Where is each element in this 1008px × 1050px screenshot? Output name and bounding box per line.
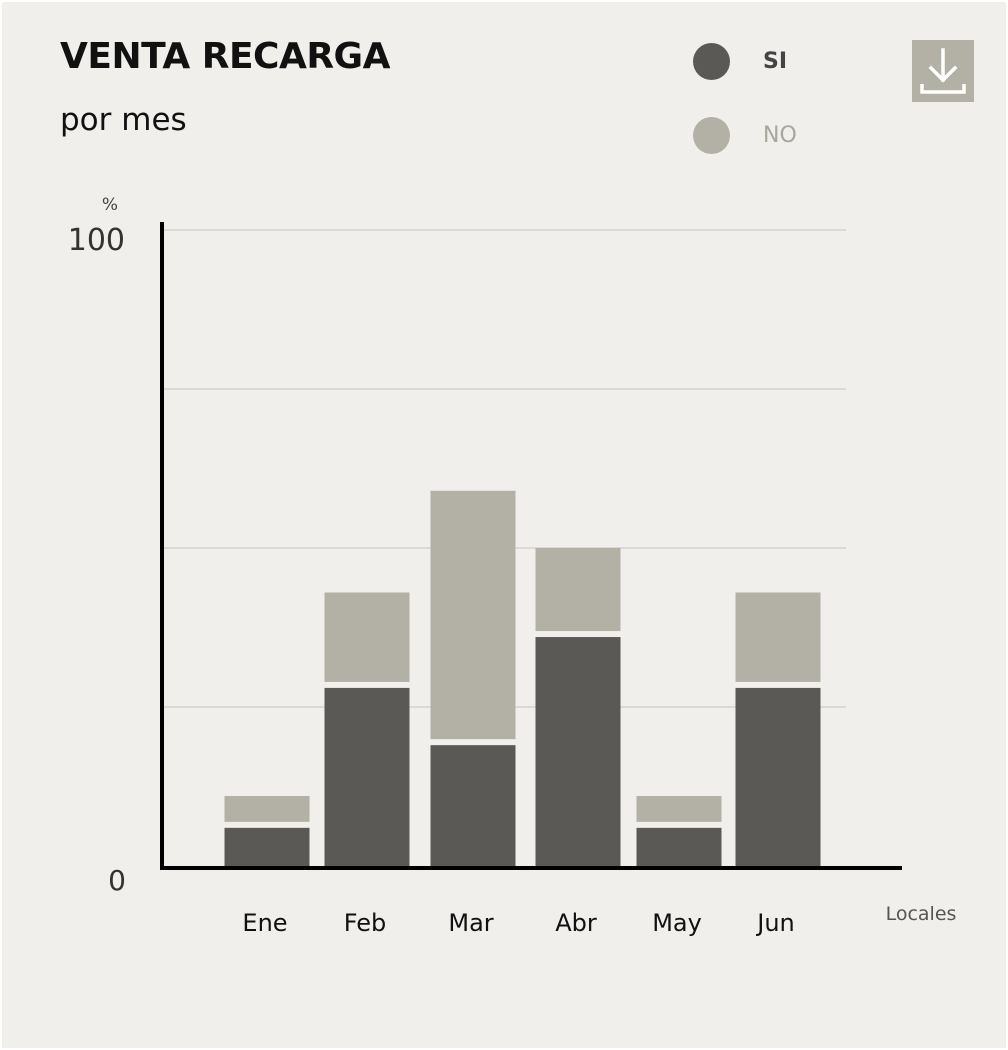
bar-no-may [636, 796, 722, 822]
bar-no-mar [430, 490, 516, 740]
x-tick-label-jun: Jun [755, 909, 795, 937]
bar-si-abr [535, 637, 621, 866]
y-tick-label-max: 100 [68, 223, 125, 258]
bar-no-ene [224, 796, 310, 822]
bar-si-jun [735, 687, 821, 866]
bar-si-mar [430, 745, 516, 866]
bar-no-feb [324, 592, 410, 682]
download-button[interactable] [912, 40, 974, 102]
chart-subtitle: por mes [60, 102, 187, 138]
y-tick-label-min: 0 [108, 864, 126, 897]
legend-item-si[interactable]: SI [693, 43, 787, 80]
x-tick-label-ene: Ene [242, 909, 287, 937]
x-tick-label-may: May [652, 909, 702, 937]
bar-si-ene [224, 827, 310, 866]
x-tick-label-abr: Abr [555, 909, 597, 937]
bar-si-may [636, 827, 722, 866]
download-icon [920, 48, 966, 94]
legend-swatch-no [693, 117, 730, 154]
bar-si-feb [324, 687, 410, 866]
legend-item-no[interactable]: NO [693, 117, 797, 154]
x-tick-label-feb: Feb [344, 909, 387, 937]
bar-no-jun [735, 592, 821, 682]
x-axis-label: Locales [886, 903, 957, 925]
legend-label-no: NO [763, 123, 797, 148]
chart-title: VENTA RECARGA [60, 36, 390, 77]
legend-swatch-si [693, 43, 730, 80]
legend-label-si: SI [763, 49, 788, 74]
x-tick-label-mar: Mar [448, 909, 493, 937]
bar-no-abr [535, 548, 621, 632]
y-unit-label: % [102, 195, 118, 215]
